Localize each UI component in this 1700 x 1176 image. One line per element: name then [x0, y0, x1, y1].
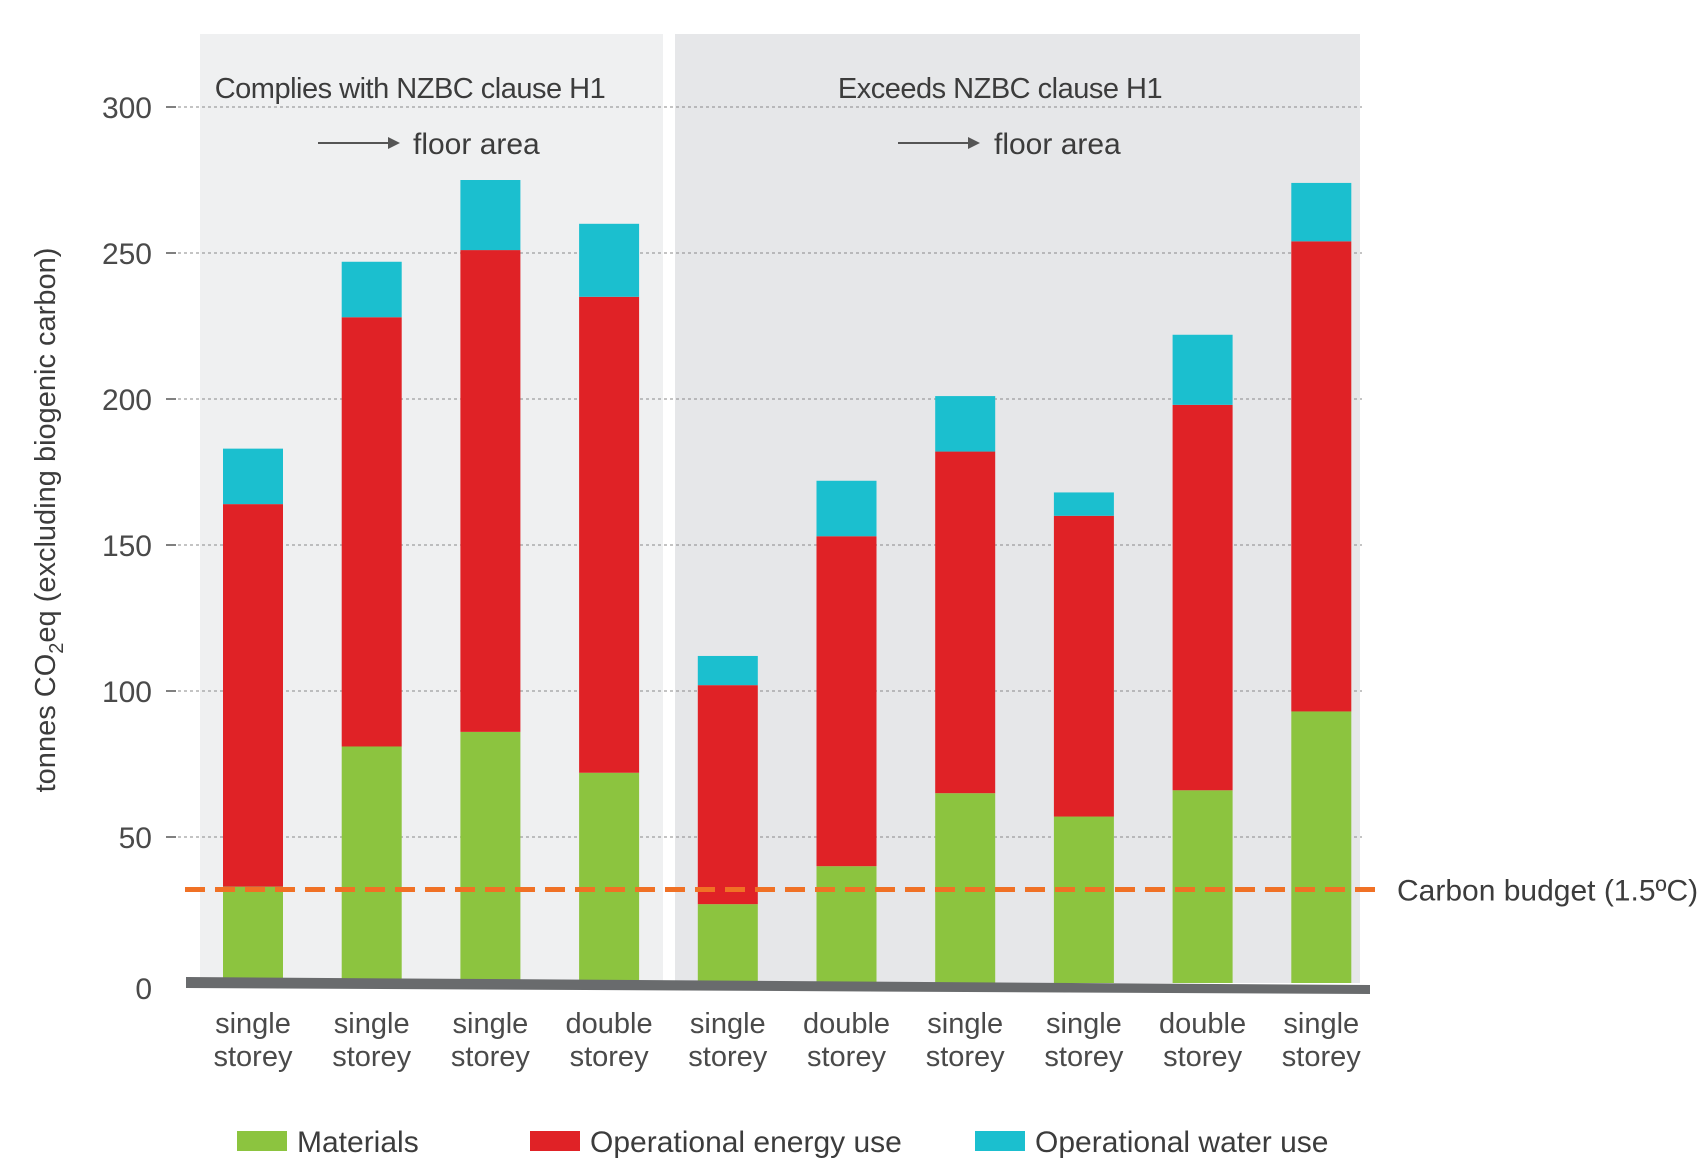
y-axis-title-part1: tonnes CO — [30, 654, 62, 793]
category-label-1: single storey — [214, 1008, 293, 1073]
category-label-line2: storey — [332, 1041, 411, 1073]
category-label-7: single storey — [926, 1008, 1005, 1073]
category-label-line2: storey — [926, 1041, 1005, 1073]
bar-2-operational-energy-use — [341, 317, 402, 747]
legend-swatch-1 — [237, 1131, 287, 1151]
category-label-3: single storey — [451, 1008, 530, 1073]
category-label-4: double storey — [566, 1008, 653, 1073]
y-tick-label-100: 100 — [102, 676, 152, 709]
category-label-line2: storey — [451, 1041, 530, 1073]
bar-10-operational-energy-use — [1291, 241, 1352, 712]
category-label-line2: storey — [1163, 1041, 1242, 1073]
category-label-line1: single — [453, 1008, 529, 1040]
category-label-line1: single — [1046, 1008, 1122, 1040]
legend-label-3: Operational water use — [1035, 1126, 1329, 1159]
category-label-line1: single — [1283, 1008, 1359, 1040]
bar-6-operational-energy-use — [816, 536, 877, 867]
group-subtitle-2: floor area — [994, 128, 1121, 161]
group-panel-2 — [675, 34, 1360, 983]
group-title-1: Complies with NZBC clause H1 — [215, 73, 606, 105]
bar-4-operational-water-use — [579, 223, 640, 297]
bar-8-operational-water-use — [1053, 492, 1114, 516]
category-label-6: double storey — [803, 1008, 890, 1073]
bar-5-materials — [697, 904, 758, 983]
category-label-line1: single — [215, 1008, 291, 1040]
y-tick-label-150: 150 — [102, 530, 152, 563]
category-label-9: double storey — [1159, 1008, 1246, 1073]
bar-3-materials — [460, 731, 521, 983]
bar-2-materials — [341, 746, 402, 983]
category-label-line1: double — [566, 1008, 653, 1040]
bar-10-operational-water-use — [1291, 182, 1352, 242]
y-axis-title: tonnes CO2eq (excluding biogenic carbon) — [30, 248, 68, 793]
y-axis-title-subscript: 2 — [46, 643, 68, 654]
category-label-line2: storey — [1044, 1041, 1123, 1073]
bar-3-operational-energy-use — [460, 250, 521, 732]
baseline-bar — [186, 977, 1370, 994]
bar-1-materials — [223, 886, 283, 983]
bar-8-operational-energy-use — [1053, 515, 1114, 817]
bar-10-materials — [1291, 711, 1352, 983]
category-label-line1: single — [927, 1008, 1003, 1040]
arrow-head-icon — [388, 137, 400, 149]
category-label-8: single storey — [1044, 1008, 1123, 1073]
y-tick-label-0: 0 — [135, 973, 152, 1006]
category-label-5: single storey — [688, 1008, 767, 1073]
bar-5-operational-energy-use — [697, 685, 758, 905]
y-tick-label-250: 250 — [102, 238, 152, 271]
carbon-budget-label: Carbon budget (1.5ºC) — [1397, 875, 1698, 908]
bar-4-materials — [579, 772, 640, 983]
legend-swatch-2 — [530, 1131, 580, 1151]
y-tick-label-300: 300 — [102, 92, 152, 125]
carbon-budget-line: Carbon budget (1.5ºC) — [185, 875, 1698, 908]
bar-5-operational-water-use — [697, 655, 758, 686]
category-label-10: single storey — [1282, 1008, 1361, 1073]
bar-9-operational-energy-use — [1172, 404, 1233, 791]
bar-3-operational-water-use — [460, 180, 521, 251]
bar-2-operational-water-use — [341, 261, 402, 318]
legend-swatch-3 — [975, 1131, 1025, 1151]
bar-9-materials — [1172, 790, 1233, 983]
bar-4-operational-energy-use — [579, 296, 640, 773]
y-tick-label-50: 50 — [119, 822, 152, 855]
x-axis-baseline — [186, 977, 1370, 994]
group-labels: Complies with NZBC clause H1 floor area Ex… — [215, 73, 1163, 161]
category-label-line1: single — [334, 1008, 410, 1040]
y-tick-label-200: 200 — [102, 384, 152, 417]
bars — [223, 180, 1352, 983]
legend: Materials Operational energy use Operation… — [237, 1126, 1329, 1159]
group-subtitle-1: floor area — [413, 128, 540, 161]
bar-9-operational-water-use — [1172, 334, 1233, 405]
y-axis-title-part2: eq (excluding biogenic carbon) — [30, 248, 62, 643]
category-label-line2: storey — [688, 1041, 767, 1073]
category-label-line1: double — [1159, 1008, 1246, 1040]
arrow-head-icon — [968, 137, 980, 149]
y-axis-ticks: 0 50 100 150 200 250 300 — [102, 92, 176, 1006]
bar-7-operational-energy-use — [935, 451, 996, 794]
category-label-line1: double — [803, 1008, 890, 1040]
category-label-line2: storey — [214, 1041, 293, 1073]
group-title-2: Exceeds NZBC clause H1 — [838, 73, 1162, 105]
bar-7-operational-water-use — [935, 396, 996, 452]
legend-label-2: Operational energy use — [590, 1126, 902, 1159]
category-label-line1: single — [690, 1008, 766, 1040]
category-label-line2: storey — [1282, 1041, 1361, 1073]
category-label-2: single storey — [332, 1008, 411, 1073]
legend-label-1: Materials — [297, 1126, 419, 1159]
category-label-line2: storey — [570, 1041, 649, 1073]
bar-6-operational-water-use — [816, 480, 877, 537]
bar-1-operational-energy-use — [223, 504, 283, 887]
bar-6-materials — [816, 866, 877, 983]
bar-1-operational-water-use — [223, 448, 283, 505]
category-label-line2: storey — [807, 1041, 886, 1073]
bar-8-materials — [1053, 816, 1114, 983]
